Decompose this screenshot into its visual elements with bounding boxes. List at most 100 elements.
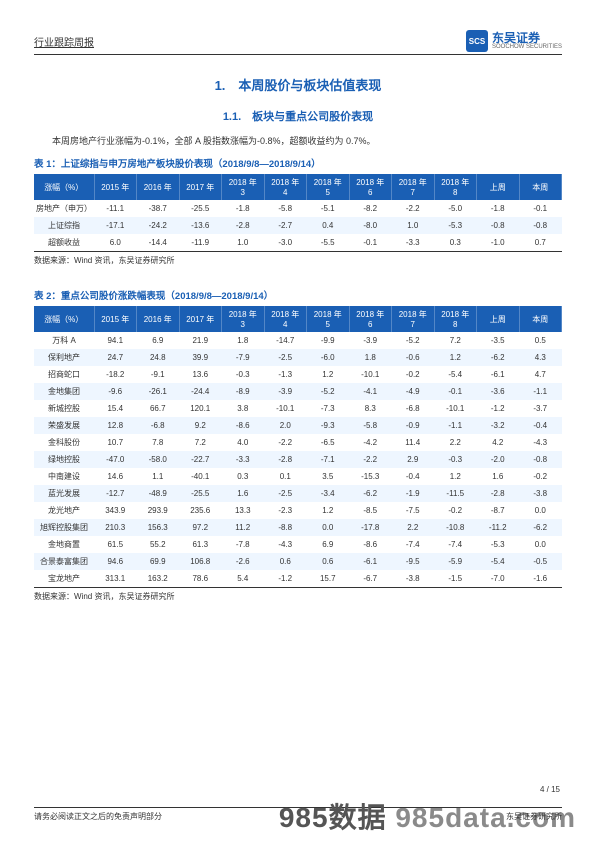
cell: -1.5 [434,570,477,588]
cell: 合景泰富集团 [34,553,94,570]
table-row: 新城控股15.466.7120.13.8-10.1-7.38.3-6.8-10.… [34,400,562,417]
col-header: 2018 年5 [307,174,350,200]
cell: 94.1 [94,332,137,349]
cell: -7.3 [307,400,350,417]
cell: -5.0 [434,200,477,217]
cell: -2.2 [264,434,307,451]
cell: 7.2 [179,434,222,451]
cell: -2.5 [264,485,307,502]
cell: -7.4 [434,536,477,553]
cell: -4.2 [349,434,392,451]
cell: -5.9 [434,553,477,570]
cell: -9.1 [137,366,180,383]
cell: -2.3 [264,502,307,519]
cell: 97.2 [179,519,222,536]
cell: 1.2 [434,349,477,366]
cell: 12.8 [94,417,137,434]
table-row: 龙光地产343.9293.9235.613.3-2.31.2-8.5-7.5-0… [34,502,562,519]
cell: 房地产（申万） [34,200,94,217]
cell: -9.3 [307,417,350,434]
cell: -2.8 [222,217,265,234]
cell: -7.5 [392,502,435,519]
cell: -6.0 [307,349,350,366]
cell: 11.4 [392,434,435,451]
cell: 0.3 [222,468,265,485]
table-row: 万科 A94.16.921.91.8-14.7-9.9-3.9-5.27.2-3… [34,332,562,349]
cell: 中南建设 [34,468,94,485]
cell: 万科 A [34,332,94,349]
cell: -3.4 [307,485,350,502]
cell: -2.6 [222,553,265,570]
cell: 235.6 [179,502,222,519]
cell: -0.1 [519,200,562,217]
cell: -8.5 [349,502,392,519]
col-header: 本周 [519,306,562,332]
cell: 61.3 [179,536,222,553]
cell: 293.9 [137,502,180,519]
col-header: 2018 年3 [222,174,265,200]
cell: -5.3 [434,217,477,234]
cell: -1.1 [519,383,562,400]
cell: -3.9 [264,383,307,400]
cell: 106.8 [179,553,222,570]
table-row: 金科股份10.77.87.24.0-2.2-6.5-4.211.42.24.2-… [34,434,562,451]
section-heading-1: 1. 本周股价与板块估值表现 [34,75,562,94]
cell: -25.5 [179,485,222,502]
cell: -0.4 [519,417,562,434]
table-row: 宝龙地产313.1163.278.65.4-1.215.7-6.7-3.8-1.… [34,570,562,588]
cell: -11.1 [94,200,137,217]
cell: 10.7 [94,434,137,451]
col-header: 2018 年6 [349,174,392,200]
cell: -26.1 [137,383,180,400]
cell: 1.0 [392,217,435,234]
cell: -5.4 [434,366,477,383]
doc-type: 行业跟踪周报 [34,34,94,49]
cell: 0.5 [519,332,562,349]
cell: 210.3 [94,519,137,536]
cell: -8.6 [349,536,392,553]
cell: -1.2 [264,570,307,588]
cell: -5.8 [264,200,307,217]
cell: 1.0 [222,234,265,252]
cell: 61.5 [94,536,137,553]
cell: -5.2 [392,332,435,349]
cell: -3.0 [264,234,307,252]
cell: -7.9 [222,349,265,366]
cell: -6.8 [392,400,435,417]
cell: -8.9 [222,383,265,400]
cell: -2.8 [477,485,520,502]
col-header: 上周 [477,174,520,200]
cell: -6.5 [307,434,350,451]
cell: 0.6 [307,553,350,570]
cell: 13.3 [222,502,265,519]
cell: -4.3 [264,536,307,553]
table-row: 旭辉控股集团210.3156.397.211.2-8.80.0-17.82.2-… [34,519,562,536]
cell: 荣盛发展 [34,417,94,434]
cell: 蓝光发展 [34,485,94,502]
cell: -3.6 [477,383,520,400]
cell: -1.8 [477,200,520,217]
col-header: 2016 年 [137,306,180,332]
logo-en: SOOCHOW SECURITIES [492,44,562,50]
cell: -1.1 [434,417,477,434]
cell: 15.7 [307,570,350,588]
cell: -7.0 [477,570,520,588]
col-header: 2016 年 [137,174,180,200]
cell: -0.6 [392,349,435,366]
table-row: 中南建设14.61.1-40.10.30.13.5-15.3-0.41.21.6… [34,468,562,485]
cell: -0.8 [519,451,562,468]
cell: 旭辉控股集团 [34,519,94,536]
cell: 313.1 [94,570,137,588]
cell: 6.0 [94,234,137,252]
cell: 5.4 [222,570,265,588]
table-row: 金地集团-9.6-26.1-24.4-8.9-3.9-5.2-4.1-4.9-0… [34,383,562,400]
cell: -9.5 [392,553,435,570]
col-header: 本周 [519,174,562,200]
cell: 1.2 [307,502,350,519]
cell: -1.0 [477,234,520,252]
col-header: 2018 年6 [349,306,392,332]
cell: -3.3 [392,234,435,252]
cell: -1.3 [264,366,307,383]
col-header: 2018 年7 [392,306,435,332]
cell: -15.3 [349,468,392,485]
